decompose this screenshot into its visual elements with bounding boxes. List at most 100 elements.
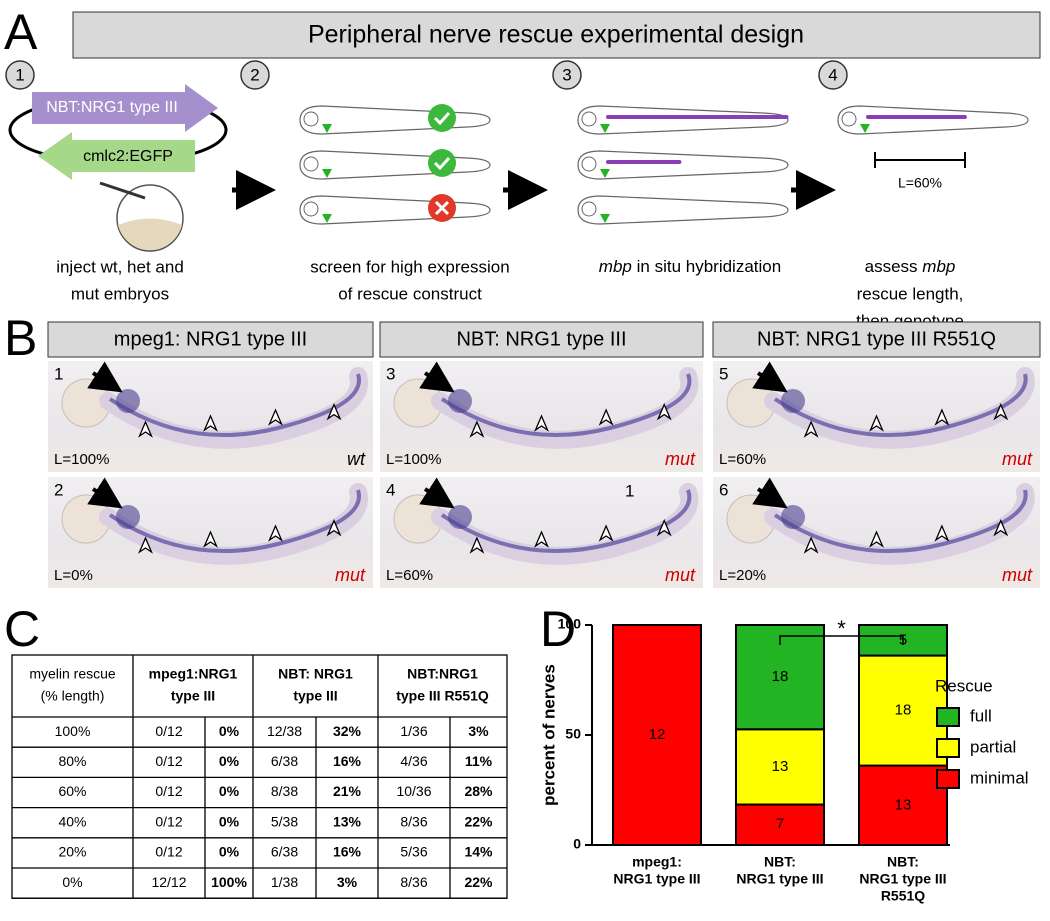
table-cell: 12/12 — [151, 874, 186, 890]
image-number: 4 — [386, 480, 395, 499]
heart — [860, 124, 870, 133]
table-cell: 40% — [58, 813, 86, 829]
image-number: 6 — [719, 480, 728, 499]
arrowhead — [469, 536, 485, 554]
panel-letter: B — [4, 310, 37, 366]
step-caption: assess mbp — [865, 257, 956, 276]
arrowhead — [268, 524, 283, 542]
table-cell: 0/12 — [155, 813, 182, 829]
panel-header-label: mpeg1: NRG1 type III — [114, 328, 307, 350]
table-cell: 60% — [58, 783, 86, 799]
table-header: NBT:NRG1 — [407, 666, 478, 682]
embryo-body — [431, 483, 699, 565]
plasmid-label: cmlc2:EGFP — [83, 148, 173, 165]
heart — [322, 169, 332, 178]
table-cell: 100% — [55, 723, 91, 739]
eye — [581, 156, 597, 172]
image-genotype: mut — [335, 565, 366, 585]
heart — [322, 124, 332, 133]
table-cell: 32% — [333, 723, 362, 739]
x-tick-label: mpeg1: — [632, 854, 682, 870]
x-tick-label: NRG1 type III — [736, 871, 823, 887]
panel-letter: D — [540, 601, 576, 657]
table-cell: 28% — [464, 783, 493, 799]
x-tick-label: NBT: — [764, 854, 796, 870]
step-circle — [240, 60, 270, 90]
arrowhead — [869, 414, 884, 432]
table-cell: 0/12 — [155, 783, 182, 799]
bar-count: 13 — [895, 796, 912, 813]
image-number: 2 — [54, 480, 63, 499]
arrowhead — [534, 414, 549, 432]
significance-bracket — [779, 635, 904, 645]
panel-letter: C — [4, 601, 40, 657]
larva — [837, 105, 1029, 135]
screen-icon — [428, 104, 456, 132]
table-cell: 0% — [219, 753, 240, 769]
arrowhead — [203, 414, 218, 432]
image-length: L=0% — [54, 567, 93, 584]
embryo-stain — [108, 489, 361, 554]
embryo-stain — [448, 389, 472, 413]
eye — [581, 111, 597, 127]
table-cell: 0/12 — [155, 753, 182, 769]
step-caption: mbp in situ hybridization — [599, 257, 781, 276]
panel-header — [379, 321, 704, 358]
arrowhead — [326, 518, 342, 537]
screen-icon — [433, 156, 451, 171]
embryo-body — [431, 367, 699, 449]
arrowhead — [598, 524, 614, 542]
embryo-body — [99, 483, 368, 565]
pointer-arrow — [752, 361, 788, 393]
embryo-stain — [781, 389, 805, 413]
table-cell: 0/12 — [155, 844, 182, 860]
embryo-stain — [781, 505, 805, 529]
table-header: type III — [293, 688, 337, 704]
image-marker: 1 — [625, 481, 634, 500]
table-cell: 0% — [219, 783, 240, 799]
table-header: NBT: NRG1 — [278, 666, 353, 682]
heart — [600, 214, 610, 223]
pointer-arrow — [87, 477, 123, 509]
embryo-body — [764, 367, 1035, 449]
y-tick-label: 0 — [573, 836, 581, 852]
table-cell: 10/36 — [396, 783, 431, 799]
table-cell: 0% — [219, 723, 240, 739]
arrowhead — [469, 420, 485, 438]
pointer-arrow — [419, 477, 455, 509]
table-cell: 6/38 — [271, 753, 298, 769]
arrowhead — [993, 402, 1009, 421]
larva — [577, 150, 789, 180]
embryo-body — [764, 483, 1035, 565]
step-caption: inject wt, het and — [56, 257, 184, 276]
table-cell: 4/36 — [400, 753, 427, 769]
table-cell: 14% — [464, 844, 493, 860]
title-bar — [72, 11, 1041, 59]
embryo-stain — [116, 389, 140, 413]
table-header: myelin rescue — [29, 666, 116, 682]
arrowhead — [656, 402, 672, 421]
table-cell: 20% — [58, 844, 86, 860]
embryo-stain — [440, 373, 692, 438]
step-circle — [5, 60, 35, 90]
arrowhead — [326, 402, 342, 421]
image-genotype: mut — [665, 449, 696, 469]
eye — [303, 111, 319, 127]
y-axis-label: percent of nerves — [539, 664, 558, 806]
yolk — [118, 218, 182, 250]
table-header: type III R551Q — [396, 688, 489, 704]
panel-header-label: NBT: NRG1 type III R551Q — [757, 328, 996, 350]
step-caption: screen for high expression — [310, 257, 509, 276]
legend-swatch — [936, 769, 960, 789]
table-cell: 80% — [58, 753, 86, 769]
embryo-stain — [116, 505, 140, 529]
bar-segment — [858, 764, 948, 847]
embryo-stain — [773, 373, 1028, 438]
x-tick-label: NRG1 type III — [859, 871, 946, 887]
table-cell: 0/12 — [155, 723, 182, 739]
table-cell: 22% — [464, 813, 493, 829]
table-cell: 8/36 — [400, 813, 427, 829]
step-caption: of rescue construct — [338, 284, 482, 303]
